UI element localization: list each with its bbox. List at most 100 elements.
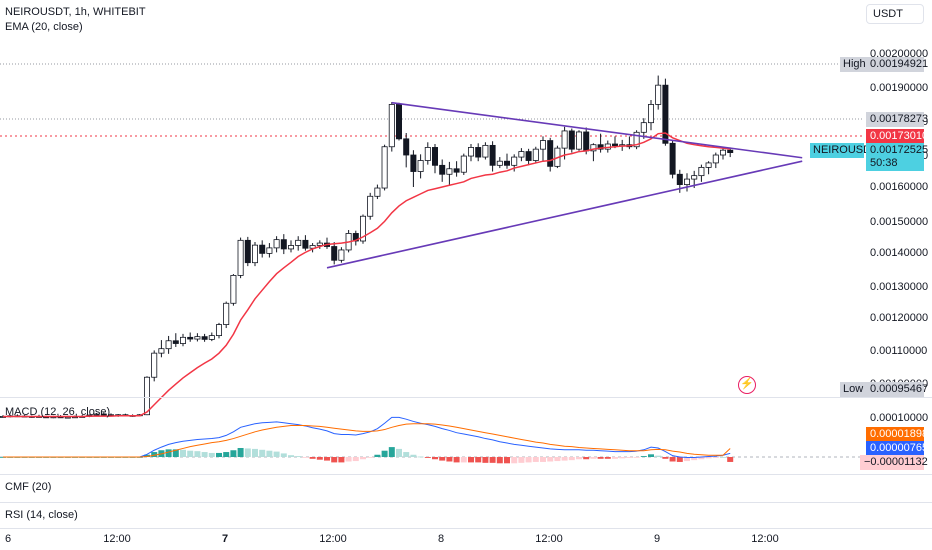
candle-body [698, 166, 705, 177]
macd-histogram-bar [619, 457, 626, 459]
macd-histogram-bar [648, 454, 654, 457]
macd-histogram-bar [194, 451, 201, 457]
candle-body [712, 154, 719, 164]
candle-body [612, 143, 619, 147]
time-tick-label: 12:00 [319, 533, 347, 545]
candle-body [482, 144, 489, 158]
candle-body [244, 239, 251, 264]
candle-body [705, 162, 712, 168]
time-tick-label: 7 [221, 533, 229, 545]
candle-body [475, 147, 482, 158]
macd-legend[interactable]: MACD (12, 26, close) [5, 406, 111, 418]
candle-body [194, 336, 201, 340]
time-tick-label: 12:00 [751, 533, 779, 545]
macd-histogram-bar [216, 452, 222, 457]
lightning-icon[interactable]: ⚡ [738, 376, 756, 394]
macd-histogram-bar [180, 449, 186, 457]
currency-button[interactable]: USDT [866, 4, 924, 24]
histogram-value-tag: −0.00001132 [860, 455, 928, 470]
price-tick-label: 0.00120000 [870, 312, 929, 324]
macd-line [3, 416, 731, 458]
macd-histogram-bar [295, 456, 302, 457]
macd-histogram-bar [547, 457, 554, 462]
candle-body [179, 336, 186, 344]
rsi-legend[interactable]: RSI (14, close) [5, 509, 78, 521]
macd-histogram-bar [453, 457, 460, 463]
macd-histogram-bar [669, 457, 676, 462]
candle-body [648, 104, 655, 124]
candle-body [388, 104, 395, 148]
macd-tick: 0.00010000 [870, 412, 929, 424]
candle-body [381, 146, 388, 189]
macd-histogram-bar [316, 457, 323, 460]
candle-body [410, 154, 417, 172]
candle-body [100, 413, 107, 416]
candle-body [187, 336, 194, 340]
candle-body [172, 340, 179, 344]
candle-body [403, 138, 410, 156]
candle-body [395, 104, 402, 140]
macd-histogram-bar [187, 450, 194, 457]
macd-histogram-bar [712, 457, 719, 458]
macd-histogram-bar [604, 457, 611, 459]
macd-histogram-bar [172, 449, 179, 457]
candle-body [431, 147, 438, 166]
candle-body [496, 160, 503, 166]
symbol-tag: NEIROUSDT [810, 143, 878, 158]
candle-body [547, 140, 554, 167]
candle-body [446, 168, 453, 175]
candle-body [503, 160, 510, 166]
ema-legend[interactable]: EMA (20, close) [5, 21, 83, 33]
candle-body [331, 246, 338, 261]
macd-histogram-bar [532, 457, 539, 462]
countdown-tag: 50:38 [866, 156, 924, 171]
macd-histogram-bar [511, 457, 518, 464]
macd-histogram-bar [540, 457, 546, 462]
high-value: 0.00194921 [866, 57, 928, 72]
macd-histogram-bar [475, 457, 482, 463]
time-tick-label: 9 [653, 533, 661, 545]
candle-body [338, 249, 345, 261]
time-tick-label: 8 [437, 533, 445, 545]
candle-body [417, 160, 424, 172]
candle-body [359, 215, 366, 242]
pane-divider[interactable] [0, 502, 932, 503]
candle-body [720, 149, 727, 156]
macd-histogram-bar [626, 457, 633, 458]
macd-histogram-bar [612, 457, 618, 459]
macd-histogram-bar [504, 457, 510, 464]
macd-histogram-bar [698, 457, 705, 460]
last-price-tag: 0.00173010 [866, 129, 928, 144]
macd-histogram-bar [705, 457, 712, 459]
symbol-title[interactable]: NEIROUSDT, 1h, WHITEBIT [5, 6, 146, 18]
candle-body [201, 336, 208, 340]
candle-body [316, 242, 323, 246]
macd-histogram-bar [230, 450, 237, 457]
candle-body [273, 239, 280, 249]
price-tick-label: 0.00190000 [870, 82, 929, 94]
macd-histogram-bar [439, 457, 446, 461]
candle-body [165, 340, 172, 350]
macd-histogram-bar [252, 448, 258, 457]
pane-divider[interactable] [0, 397, 932, 398]
candle-body [302, 239, 309, 249]
macd-histogram-bar [388, 447, 395, 457]
cmf-legend[interactable]: CMF (20) [5, 481, 52, 493]
candle-body [223, 302, 230, 326]
candle-body [259, 244, 266, 254]
macd-histogram-bar [201, 452, 208, 457]
macd-histogram-bar [367, 457, 374, 458]
candle-body [655, 84, 662, 105]
candle-body [597, 144, 604, 150]
macd-histogram-bar [280, 453, 287, 457]
time-tick-label: 6 [4, 533, 12, 545]
candle-body [151, 352, 158, 378]
candle-body [583, 131, 590, 152]
candle-body [525, 151, 532, 161]
candle-body [439, 164, 446, 175]
pane-divider[interactable] [0, 474, 932, 475]
macd-histogram-bar [496, 457, 503, 464]
candle-body [640, 122, 647, 133]
macd-histogram-bar [324, 457, 330, 461]
